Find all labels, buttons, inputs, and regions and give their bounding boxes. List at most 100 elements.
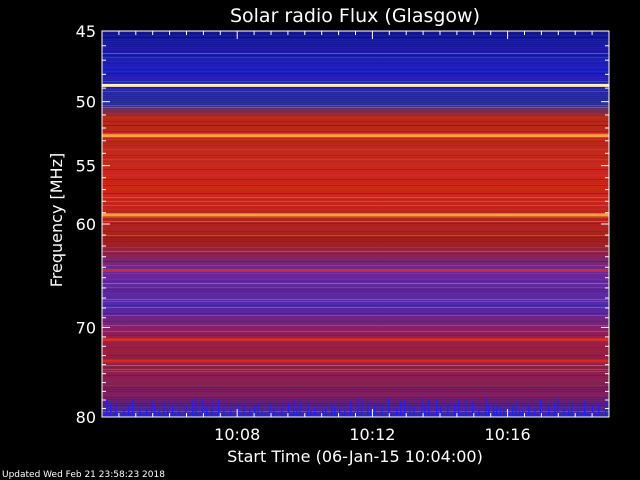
texture-line bbox=[102, 223, 609, 224]
burst-mark bbox=[522, 409, 524, 417]
burst-mark bbox=[154, 405, 156, 417]
burst-mark bbox=[381, 402, 383, 417]
texture-line bbox=[102, 303, 609, 304]
texture-line bbox=[102, 381, 609, 382]
texture-line bbox=[102, 67, 609, 68]
texture-line bbox=[102, 185, 609, 186]
texture-line bbox=[102, 203, 609, 204]
burst-mark bbox=[237, 402, 239, 417]
burst-mark bbox=[288, 402, 290, 417]
texture-line bbox=[102, 125, 609, 126]
texture-line bbox=[102, 329, 609, 330]
burst-mark bbox=[273, 407, 275, 417]
texture-line bbox=[102, 279, 609, 280]
texture-line bbox=[102, 251, 609, 252]
burst-mark bbox=[293, 399, 295, 417]
texture-line bbox=[102, 199, 609, 200]
texture-line bbox=[102, 359, 609, 360]
texture-line bbox=[102, 163, 609, 164]
texture-line bbox=[102, 89, 609, 90]
texture-line bbox=[102, 197, 609, 198]
burst-mark bbox=[388, 397, 390, 417]
texture-line bbox=[102, 217, 609, 218]
texture-line bbox=[102, 207, 609, 208]
texture-line bbox=[102, 57, 609, 58]
texture-line bbox=[102, 139, 609, 140]
texture-line bbox=[102, 177, 609, 178]
burst-mark bbox=[249, 409, 251, 417]
texture-line bbox=[102, 35, 609, 36]
texture-line bbox=[102, 301, 609, 302]
texture-line bbox=[102, 357, 609, 358]
texture-line bbox=[102, 379, 609, 380]
texture-line bbox=[102, 115, 609, 116]
texture-line bbox=[102, 307, 609, 308]
texture-line bbox=[102, 395, 609, 396]
burst-mark bbox=[178, 410, 180, 417]
texture-line bbox=[102, 95, 609, 96]
texture-line bbox=[102, 371, 609, 372]
burst-mark bbox=[185, 404, 187, 417]
burst-mark bbox=[357, 397, 359, 417]
texture-line bbox=[102, 167, 609, 168]
band-line bbox=[102, 338, 609, 342]
texture-line bbox=[102, 393, 609, 394]
texture-line bbox=[102, 113, 609, 114]
texture-line bbox=[102, 319, 609, 320]
texture-line bbox=[102, 333, 609, 334]
texture-line bbox=[102, 155, 609, 156]
burst-mark bbox=[299, 400, 301, 417]
burst-mark bbox=[110, 402, 112, 417]
texture-line bbox=[102, 375, 609, 376]
texture-line bbox=[102, 61, 609, 62]
texture-line bbox=[102, 353, 609, 354]
texture-line bbox=[102, 321, 609, 322]
burst-mark bbox=[202, 397, 204, 417]
texture-line bbox=[102, 347, 609, 348]
burst-mark bbox=[269, 402, 271, 417]
texture-line bbox=[102, 407, 609, 408]
y-axis-label: Frequency [MHz] bbox=[47, 153, 66, 287]
texture-line bbox=[102, 87, 609, 88]
texture-line bbox=[102, 43, 609, 44]
texture-line bbox=[102, 149, 609, 150]
burst-mark bbox=[206, 406, 208, 417]
texture-line bbox=[102, 37, 609, 38]
burst-mark bbox=[350, 401, 352, 417]
texture-line bbox=[102, 291, 609, 292]
band-line bbox=[102, 268, 609, 272]
burst-mark bbox=[322, 410, 324, 417]
texture-line bbox=[102, 267, 609, 268]
texture-line bbox=[102, 281, 609, 282]
texture-line bbox=[102, 265, 609, 266]
texture-line bbox=[102, 55, 609, 56]
texture-line bbox=[102, 325, 609, 326]
texture-line bbox=[102, 273, 609, 274]
texture-line bbox=[102, 161, 609, 162]
texture-line bbox=[102, 227, 609, 228]
texture-line bbox=[102, 39, 609, 40]
texture-line bbox=[102, 195, 609, 196]
texture-line bbox=[102, 157, 609, 158]
texture-line bbox=[102, 365, 609, 366]
texture-line bbox=[102, 401, 609, 402]
texture-line bbox=[102, 245, 609, 246]
texture-line bbox=[102, 129, 609, 130]
texture-line bbox=[102, 147, 609, 148]
texture-line bbox=[102, 105, 609, 106]
burst-mark bbox=[563, 407, 565, 417]
burst-mark bbox=[243, 406, 245, 417]
axes: 45 50 55 60 70 80 10:08 10:12 10:16 bbox=[76, 22, 610, 444]
burst-mark bbox=[478, 410, 480, 417]
burst-mark bbox=[396, 407, 398, 417]
texture-line bbox=[102, 121, 609, 122]
texture-line bbox=[102, 241, 609, 242]
texture-line bbox=[102, 231, 609, 232]
burst-mark bbox=[404, 399, 406, 417]
texture-line bbox=[102, 257, 609, 258]
texture-line bbox=[102, 369, 609, 370]
burst-mark bbox=[424, 406, 426, 417]
texture-line bbox=[102, 405, 609, 406]
texture-line bbox=[102, 295, 609, 296]
burst-mark bbox=[571, 402, 573, 417]
